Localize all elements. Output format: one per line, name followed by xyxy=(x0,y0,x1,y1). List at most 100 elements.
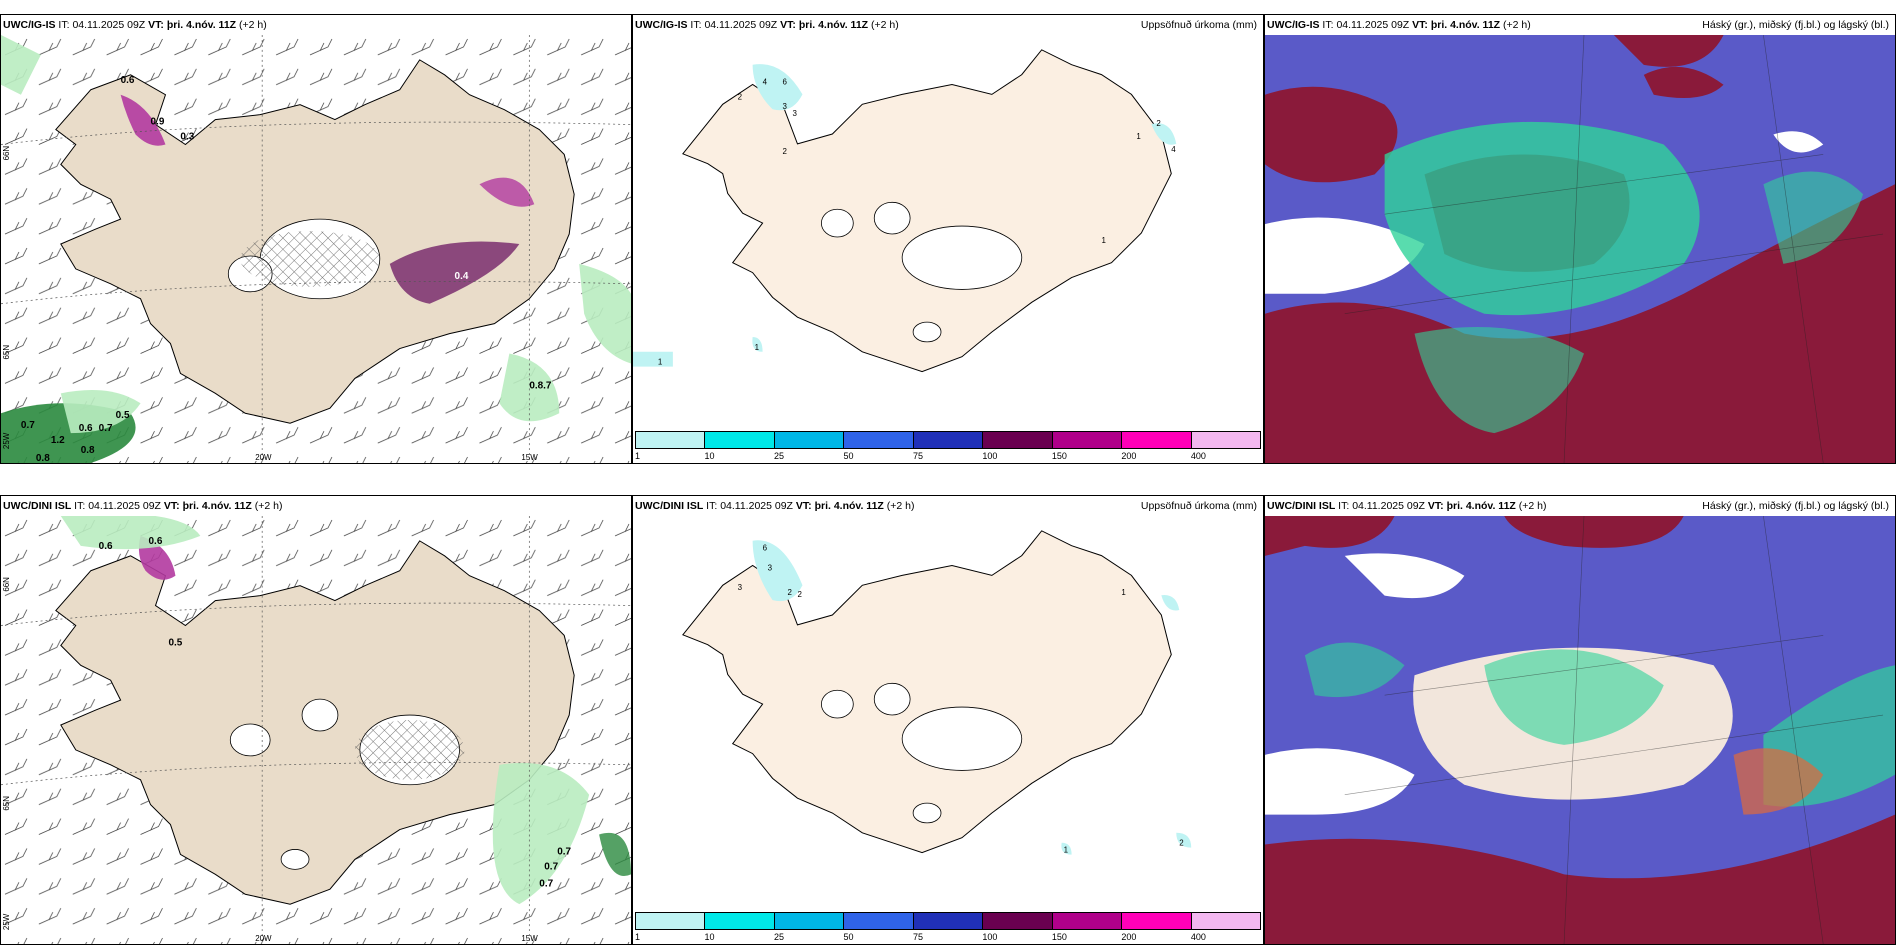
value-label: 3 xyxy=(783,102,788,111)
colorbar-swatch xyxy=(1191,432,1260,448)
value-label: 0.6 xyxy=(99,541,113,552)
value-label: 0.8 xyxy=(81,445,95,456)
colorbar-tick: 25 xyxy=(773,932,784,942)
iceland-land xyxy=(682,530,1172,854)
value-label: 0.6 xyxy=(149,536,163,547)
value-label: 2 xyxy=(1179,839,1184,848)
colorbar-swatch xyxy=(983,913,1053,929)
model-name: UWC/IG-IS xyxy=(635,19,688,31)
colorbar-tick: 25 xyxy=(773,451,784,461)
colorbar-tick: 50 xyxy=(843,932,854,942)
colorbar-tick: 100 xyxy=(982,451,998,461)
cloud-map xyxy=(1265,516,1895,944)
colorbar-swatch xyxy=(844,913,914,929)
panel-title: Uppsöfnuð úrkoma (mm) xyxy=(1140,500,1257,512)
colorbar-ticks: 1 10 25 50 75 100 150 200 400 xyxy=(635,931,1261,944)
value-label: 3 xyxy=(738,583,743,592)
model-name: UWC/IG-IS xyxy=(3,19,56,31)
panel-header: UWC/DINI ISL IT: 04.11.2025 09Z VT: þri.… xyxy=(633,496,1263,516)
lead-time: (+2 h) xyxy=(1503,19,1531,31)
grid-label-15w: 15W xyxy=(521,453,538,462)
lead-time: (+2 h) xyxy=(1518,500,1547,512)
grid-label-66n: 66N xyxy=(2,577,11,592)
value-label: 1 xyxy=(755,343,760,352)
lead-time: (+2 h) xyxy=(886,500,915,512)
value-label: 0.5 xyxy=(116,410,130,421)
colorbar-swatch xyxy=(844,432,914,448)
colorbar-swatch xyxy=(1052,913,1123,929)
cloud-map xyxy=(1265,35,1895,463)
value-label: 1 xyxy=(658,358,663,367)
value-label: 0.7 xyxy=(557,846,571,857)
vt-label: VT: þri. 4.nóv. 11Z xyxy=(1427,500,1516,512)
colorbar xyxy=(635,431,1261,449)
value-label: 2 xyxy=(783,147,788,156)
value-label: 0.7 xyxy=(21,420,35,431)
iceland-land xyxy=(682,49,1172,373)
panel-title: Háský (gr.), miðský (fj.bl.) og lágský (… xyxy=(1702,19,1889,31)
value-label: 0.7 xyxy=(544,861,558,872)
colorbar-tick: 75 xyxy=(912,932,923,942)
cloud-panel-ig-is: UWC/IG-IS IT: 04.11.2025 09Z VT: þri. 4.… xyxy=(1264,14,1896,464)
lead-time: (+2 h) xyxy=(239,19,267,31)
model-name: UWC/DINI ISL xyxy=(635,500,704,512)
precip-map: 6 3 3 2 2 1 1 2 xyxy=(633,516,1263,912)
value-label: 3 xyxy=(792,109,797,118)
lead-time: (+2 h) xyxy=(871,19,899,31)
colorbar-tick: 1 xyxy=(635,932,641,942)
value-label: 0.6 xyxy=(121,75,135,86)
value-label: 0.8 xyxy=(36,453,50,463)
precip-panel-dini: UWC/DINI ISL IT: 04.11.2025 09Z VT: þri.… xyxy=(632,495,1264,945)
panel-header: UWC/DINI ISL IT: 04.11.2025 09Z VT: þri.… xyxy=(1265,496,1895,516)
colorbar-tick: 400 xyxy=(1190,451,1206,461)
lead-time: (+2 h) xyxy=(254,500,283,512)
colorbar-tick: 150 xyxy=(1051,451,1067,461)
value-label: 0.5 xyxy=(168,637,182,648)
colorbar-tick: 150 xyxy=(1051,932,1067,942)
it-value: 04.11.2025 09Z xyxy=(72,19,146,31)
panel-title: Uppsöfnuð úrkoma (mm) xyxy=(1140,19,1257,31)
grid-label-15w: 15W xyxy=(521,934,538,943)
colorbar-tick: 10 xyxy=(704,932,715,942)
colorbar-tick: 200 xyxy=(1121,451,1137,461)
colorbar-tick: 400 xyxy=(1190,932,1206,942)
it-label: IT: xyxy=(690,19,702,31)
colorbar-swatch xyxy=(983,432,1053,448)
value-label: 0.7 xyxy=(99,423,113,434)
colorbar-swatch xyxy=(705,432,775,448)
cloud-panel-dini: UWC/DINI ISL IT: 04.11.2025 09Z VT: þri.… xyxy=(1264,495,1896,945)
colorbar-swatch xyxy=(774,913,845,929)
colorbar-tick: 100 xyxy=(982,932,998,942)
colorbar-swatch xyxy=(774,432,845,448)
it-value: 04.11.2025 09Z xyxy=(720,500,793,512)
panel-header: UWC/IG-IS IT: 04.11.2025 09Z VT: þri. 4.… xyxy=(633,15,1263,35)
model-name: UWC/DINI ISL xyxy=(1267,500,1336,512)
value-label: 1.2 xyxy=(51,435,65,446)
grid-label-25w: 25W xyxy=(2,913,11,930)
it-label: IT: xyxy=(1322,19,1334,31)
value-label: 2 xyxy=(738,92,743,101)
value-label: 0.7 xyxy=(539,878,553,889)
it-value: 04.11.2025 09Z xyxy=(1336,19,1410,31)
grid-label-66n: 66N xyxy=(2,146,11,161)
colorbar-swatch xyxy=(1122,432,1192,448)
precip-panel-ig-is: UWC/IG-IS IT: 04.11.2025 09Z VT: þri. 4.… xyxy=(632,14,1264,464)
value-label: 2 xyxy=(797,590,802,599)
panel-header: UWC/IG-IS IT: 04.11.2025 09Z VT: þri. 4.… xyxy=(1265,15,1895,35)
value-label: 0.6 xyxy=(79,423,93,434)
grid-label-20w: 20W xyxy=(255,453,272,462)
it-label: IT: xyxy=(58,19,70,31)
it-value: 04.11.2025 09Z xyxy=(1352,500,1425,512)
colorbar-swatch xyxy=(705,913,775,929)
grid-label-65n: 65N xyxy=(2,345,11,360)
colorbar-tick: 50 xyxy=(843,451,854,461)
colorbar-tick: 75 xyxy=(912,451,923,461)
colorbar-swatch xyxy=(636,432,706,448)
colorbar-swatch xyxy=(1122,913,1192,929)
it-value: 04.11.2025 09Z xyxy=(88,500,161,512)
precip-map: 2 4 6 3 3 2 2 1 4 1 1 1 xyxy=(633,35,1263,431)
model-name: UWC/IG-IS xyxy=(1267,19,1320,31)
value-label: 1 xyxy=(1102,236,1107,245)
grid-label-25w: 25W xyxy=(2,432,11,449)
wind-map: 66N 65N 20W 15W 25W 0.6 0.7 0.5 0.6 0.7 … xyxy=(1,35,631,463)
